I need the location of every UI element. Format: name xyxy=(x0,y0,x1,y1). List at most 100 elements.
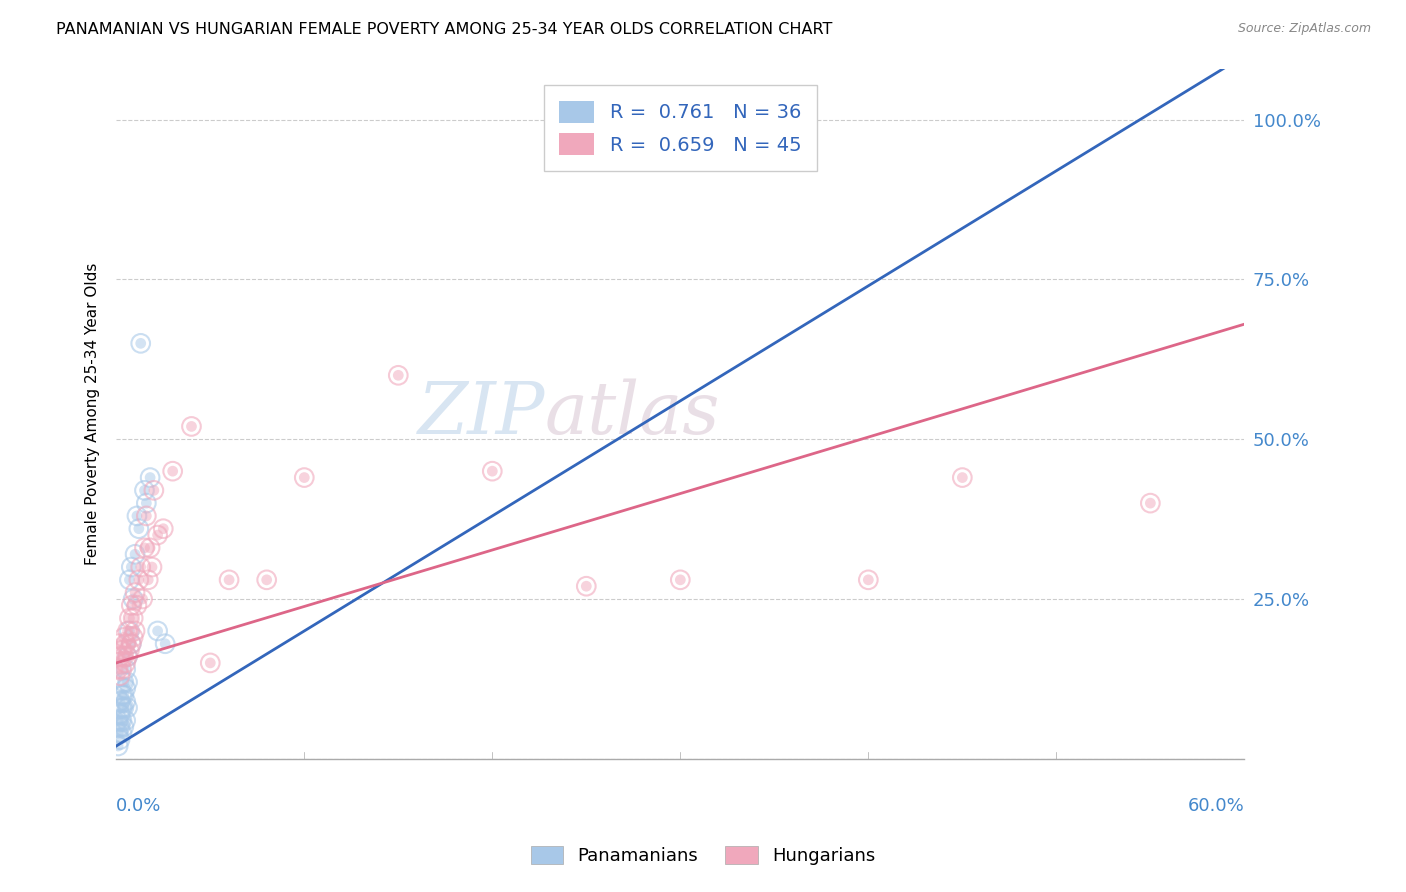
Point xyxy=(129,336,152,351)
Point xyxy=(134,483,156,498)
Point xyxy=(139,470,162,484)
Point xyxy=(129,560,152,574)
Point xyxy=(107,739,129,753)
Point xyxy=(114,656,136,670)
Point xyxy=(858,573,880,587)
Point xyxy=(122,611,145,625)
Point xyxy=(180,419,202,434)
Point xyxy=(124,547,146,561)
Point xyxy=(134,541,156,555)
Point xyxy=(122,592,145,607)
Point xyxy=(108,732,131,747)
Point xyxy=(114,662,136,676)
Point xyxy=(108,720,131,734)
Point xyxy=(120,637,142,651)
Point xyxy=(114,694,136,708)
Text: ZIP: ZIP xyxy=(418,378,546,449)
Point xyxy=(117,649,139,664)
Point xyxy=(114,662,136,676)
Point xyxy=(117,649,139,664)
Point xyxy=(108,732,131,747)
Point xyxy=(120,637,142,651)
Point xyxy=(114,681,136,696)
Point xyxy=(128,573,150,587)
Point xyxy=(292,470,315,484)
Point xyxy=(139,541,162,555)
Point xyxy=(107,637,129,651)
Point xyxy=(118,611,141,625)
Point xyxy=(111,688,134,702)
Point xyxy=(120,637,142,651)
Point xyxy=(131,592,153,607)
Point xyxy=(108,649,131,664)
Point xyxy=(107,739,129,753)
Point xyxy=(112,720,135,734)
Point xyxy=(118,573,141,587)
Point xyxy=(120,637,142,651)
Point xyxy=(117,675,139,690)
Point xyxy=(108,706,131,721)
Point xyxy=(124,585,146,599)
Point xyxy=(146,624,169,638)
Point xyxy=(111,643,134,657)
Point xyxy=(111,688,134,702)
Point xyxy=(108,669,131,683)
Point xyxy=(134,541,156,555)
Point xyxy=(117,700,139,714)
Point xyxy=(117,649,139,664)
Point xyxy=(125,599,148,613)
Point xyxy=(200,656,222,670)
Point xyxy=(112,720,135,734)
Point xyxy=(152,522,174,536)
Point xyxy=(134,483,156,498)
Point xyxy=(107,662,129,676)
Point xyxy=(135,496,157,510)
Point xyxy=(122,592,145,607)
Point xyxy=(120,560,142,574)
Point xyxy=(112,688,135,702)
Point xyxy=(108,694,131,708)
Point xyxy=(1139,496,1161,510)
Point xyxy=(858,573,880,587)
Point xyxy=(950,470,973,484)
Point xyxy=(128,522,150,536)
Point xyxy=(118,573,141,587)
Point xyxy=(118,611,141,625)
Point xyxy=(112,649,135,664)
Point xyxy=(481,464,503,478)
Point xyxy=(107,726,129,740)
Point xyxy=(108,720,131,734)
Point xyxy=(117,700,139,714)
Point xyxy=(120,599,142,613)
Point xyxy=(111,700,134,714)
Point xyxy=(112,631,135,645)
Point xyxy=(120,560,142,574)
Legend: R =  0.761   N = 36, R =  0.659   N = 45: R = 0.761 N = 36, R = 0.659 N = 45 xyxy=(544,85,817,171)
Point xyxy=(131,592,153,607)
Point xyxy=(129,560,152,574)
Text: Source: ZipAtlas.com: Source: ZipAtlas.com xyxy=(1237,22,1371,36)
Point xyxy=(669,573,692,587)
Point xyxy=(135,508,157,523)
Point xyxy=(122,631,145,645)
Point xyxy=(118,624,141,638)
Legend: Panamanians, Hungarians: Panamanians, Hungarians xyxy=(522,837,884,874)
Point xyxy=(292,470,315,484)
Point xyxy=(111,662,134,676)
Point xyxy=(141,560,163,574)
Point xyxy=(118,643,141,657)
Point xyxy=(142,483,165,498)
Point xyxy=(112,675,135,690)
Point xyxy=(139,470,162,484)
Point xyxy=(118,643,141,657)
Text: 60.0%: 60.0% xyxy=(1188,797,1244,814)
Point xyxy=(124,585,146,599)
Point xyxy=(136,573,159,587)
Point xyxy=(141,560,163,574)
Point xyxy=(135,496,157,510)
Point xyxy=(122,611,145,625)
Point xyxy=(108,694,131,708)
Point xyxy=(125,599,148,613)
Y-axis label: Female Poverty Among 25-34 Year Olds: Female Poverty Among 25-34 Year Olds xyxy=(86,262,100,565)
Point xyxy=(218,573,240,587)
